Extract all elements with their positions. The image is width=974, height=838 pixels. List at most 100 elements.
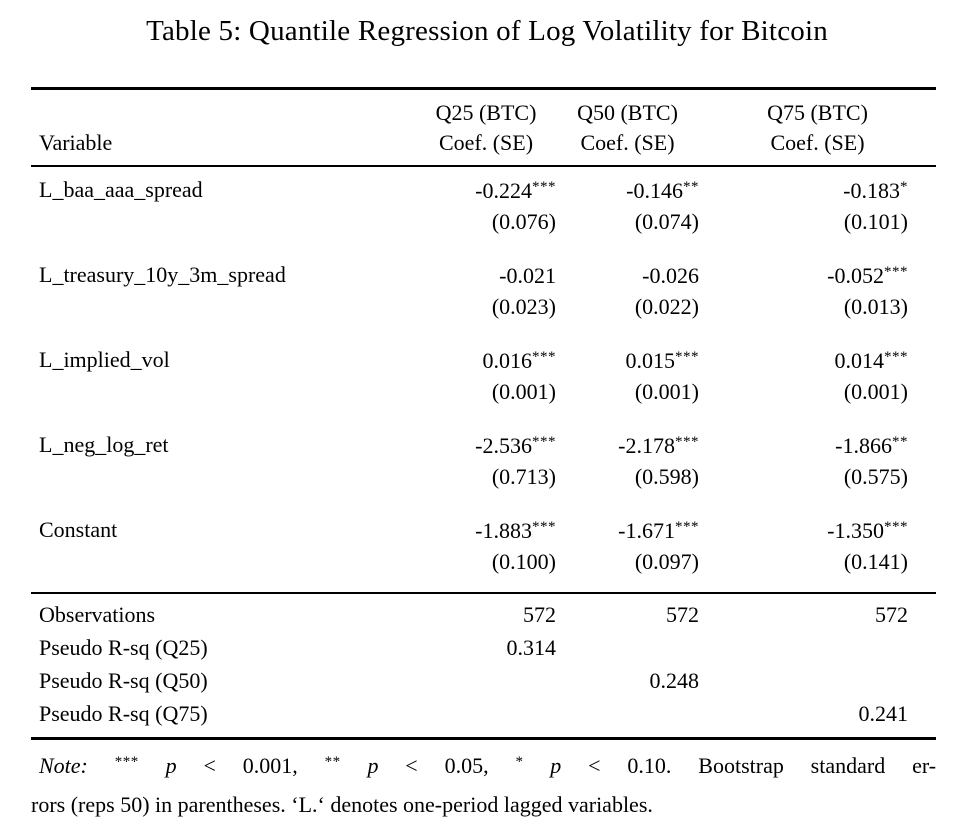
note-label: Note: <box>39 753 88 778</box>
header-q25-title: Q25 (BTC) <box>435 100 537 125</box>
significance-stars: *** <box>532 348 556 365</box>
header-variable: Variable <box>31 89 416 167</box>
significance-stars: *** <box>884 348 908 365</box>
significance-stars: ** <box>683 178 699 195</box>
variable-name: L_implied_vol <box>39 347 170 372</box>
header-q25: Q25 (BTC) Coef. (SE) <box>416 89 556 167</box>
table-body: L_baa_aaa_spread -0.224*** (0.076) -0.14… <box>31 166 936 593</box>
sig-threshold-1: < 0.10. <box>561 753 672 778</box>
stats-row: Pseudo R-sq (Q25) 0.314 <box>31 631 936 664</box>
coef-value: -0.052 <box>827 263 884 288</box>
stat-value: 0.314 <box>506 635 557 660</box>
coef-cell: -0.146** (0.074) <box>556 166 699 252</box>
header-q50-title: Q50 (BTC) <box>577 100 678 125</box>
stat-value <box>699 631 936 664</box>
se-value: (0.001) <box>843 379 908 404</box>
table-header: Variable Q25 (BTC) Coef. (SE) Q50 (BTC) … <box>31 89 936 167</box>
p-symbol: p <box>550 753 562 778</box>
coef-cell: 0.014*** (0.001) <box>699 337 936 422</box>
sig-stars-2: ** <box>324 753 341 770</box>
coef-cell: -0.021 (0.023) <box>416 252 556 337</box>
coef-cell: -0.052*** (0.013) <box>699 252 936 337</box>
coef-value: -1.671 <box>618 518 675 543</box>
stat-label: Pseudo R-sq (Q25) <box>39 635 208 660</box>
note-text-line1: Bootstrap standard er- <box>698 753 937 778</box>
coef-value: -0.146 <box>626 178 683 203</box>
coef-value: -0.026 <box>642 263 699 288</box>
significance-stars: *** <box>532 433 556 450</box>
stats-row: Pseudo R-sq (Q50) 0.248 <box>31 664 936 697</box>
note-line-2: rors (reps 50) in parentheses. ‘L.‘ deno… <box>31 792 653 817</box>
variable-name: L_neg_log_ret <box>39 432 169 457</box>
sig-stars-3: *** <box>114 753 139 770</box>
sig-threshold-3: < 0.001, <box>176 753 298 778</box>
stat-value: 0.241 <box>858 701 909 726</box>
header-q50-subtitle: Coef. (SE) <box>580 130 675 155</box>
coef-value: -0.021 <box>499 263 556 288</box>
se-value: (0.598) <box>634 464 699 489</box>
note-line-1: Note: *** p < 0.001, ** p < 0.05, * p < … <box>31 748 936 787</box>
se-value: (0.001) <box>491 379 556 404</box>
header-q25-subtitle: Coef. (SE) <box>438 130 534 155</box>
se-value: (0.076) <box>491 209 556 234</box>
coef-cell: -1.350*** (0.141) <box>699 507 936 593</box>
se-value: (0.074) <box>634 209 699 234</box>
table-row: L_implied_vol 0.016*** (0.001) 0.015*** … <box>31 337 936 422</box>
coef-cell: 0.016*** (0.001) <box>416 337 557 422</box>
coef-cell: -0.183* (0.101) <box>699 166 936 252</box>
coef-value: 0.015 <box>625 348 676 373</box>
p-symbol: p <box>165 753 177 778</box>
coef-value: -0.224 <box>475 178 532 203</box>
header-q75: Q75 (BTC) Coef. (SE) <box>699 89 936 167</box>
stat-label: Observations <box>39 602 156 627</box>
significance-stars: *** <box>675 433 699 450</box>
significance-stars: * <box>900 178 908 195</box>
se-value: (0.575) <box>843 464 908 489</box>
stat-value: 0.248 <box>649 668 700 693</box>
table-row: Constant -1.883*** (0.100) -1.671*** (0.… <box>31 507 936 593</box>
significance-stars: *** <box>884 263 908 280</box>
sig-threshold-2: < 0.05, <box>378 753 489 778</box>
significance-stars: *** <box>675 348 699 365</box>
stat-label: Pseudo R-sq (Q75) <box>39 701 208 726</box>
coef-cell: -1.883*** (0.100) <box>416 507 556 593</box>
se-value: (0.100) <box>491 549 556 574</box>
table-row: L_baa_aaa_spread -0.224*** (0.076) -0.14… <box>31 166 936 252</box>
se-value: (0.013) <box>843 294 908 319</box>
significance-stars: *** <box>532 518 556 535</box>
se-value: (0.141) <box>843 549 908 574</box>
coef-cell: -2.178*** (0.598) <box>556 422 699 507</box>
stat-label: Pseudo R-sq (Q50) <box>39 668 208 693</box>
variable-name: Constant <box>39 517 118 542</box>
stat-value <box>556 631 699 664</box>
significance-stars: ** <box>892 433 908 450</box>
stat-value: 572 <box>875 602 908 627</box>
table-note: Note: *** p < 0.001, ** p < 0.05, * p < … <box>31 748 936 822</box>
header-variable-label: Variable <box>39 130 113 155</box>
stat-value: 572 <box>523 602 556 627</box>
coef-value: -1.883 <box>475 518 532 543</box>
table-stats: Observations 572 572 572 Pseudo R-sq (Q2… <box>31 593 936 739</box>
variable-name: L_treasury_10y_3m_spread <box>39 262 286 287</box>
stat-value <box>699 664 936 697</box>
significance-stars: *** <box>675 518 699 535</box>
p-symbol: p <box>367 753 379 778</box>
table-row: L_neg_log_ret -2.536*** (0.713) -2.178**… <box>31 422 936 507</box>
stat-value: 572 <box>666 602 699 627</box>
stats-row: Observations 572 572 572 <box>31 593 936 631</box>
stat-value <box>556 697 699 739</box>
header-q75-subtitle: Coef. (SE) <box>770 130 865 155</box>
coef-value: -2.178 <box>618 433 675 458</box>
se-value: (0.101) <box>843 209 908 234</box>
header-q50: Q50 (BTC) Coef. (SE) <box>556 89 699 167</box>
coef-cell: -0.026 (0.022) <box>556 252 699 337</box>
se-value: (0.097) <box>634 549 699 574</box>
se-value: (0.713) <box>491 464 556 489</box>
coef-value: -0.183 <box>843 178 900 203</box>
se-value: (0.001) <box>634 379 699 404</box>
significance-stars: *** <box>532 178 556 195</box>
coef-value: -1.350 <box>827 518 884 543</box>
stat-value <box>416 664 556 697</box>
table-caption: Table 5: Quantile Regression of Log Vola… <box>146 15 828 47</box>
